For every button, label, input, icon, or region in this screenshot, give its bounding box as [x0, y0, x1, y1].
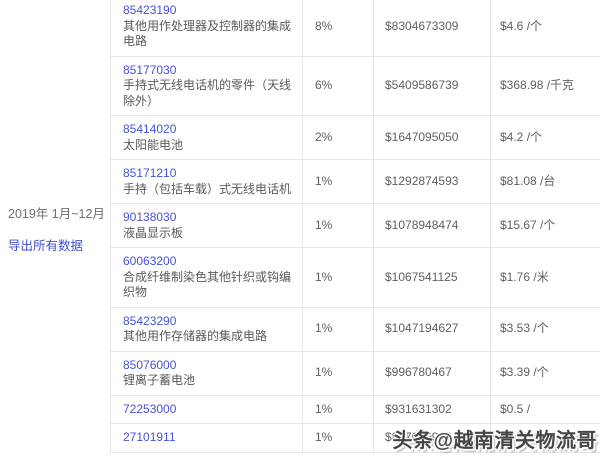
hs-description: 太阳能电池	[123, 137, 184, 152]
code-description-cell: 85423290 其他用作存储器的集成电路	[110, 307, 303, 352]
code-description-cell: 85414020 太阳能电池	[110, 115, 303, 160]
export-all-data-link[interactable]: 导出所有数据	[8, 239, 84, 253]
unit-price-cell: $4.2 /个	[490, 115, 600, 160]
hs-code-link[interactable]: 85171210	[123, 166, 177, 180]
code-description-cell: 85177030 手持式无线电话机的零件（天线除外）	[110, 56, 303, 116]
unit-price-cell: $3.39 /个	[490, 351, 600, 396]
unit-price-cell: $4.6 /个	[490, 0, 600, 57]
share-percent-cell: 1%	[302, 247, 374, 308]
trade-amount-cell: $996780467	[373, 351, 491, 396]
code-description-cell: 90138030 液晶显示板	[110, 203, 303, 248]
table-row: 85171210 手持（包括车载）式无线电话机 1% $1292874593 $…	[110, 159, 600, 204]
hs-table-body: 85423190 其他用作处理器及控制器的集成电路 8% $8304673309…	[110, 0, 600, 453]
table-row: 85076000 锂离子蓄电池 1% $996780467 $3.39 /个	[110, 351, 600, 396]
unit-price-cell: $368.98 /千克	[490, 56, 600, 116]
hs-code-link[interactable]: 85414020	[123, 122, 177, 136]
unit-price-cell: $3.53 /个	[490, 307, 600, 352]
trade-amount-cell: $1047194627	[373, 307, 491, 352]
hs-description: 锂离子蓄电池	[123, 373, 196, 387]
unit-price-cell: $81.08 /台	[490, 159, 600, 204]
table-row: 72253000 1% $931631302 $0.5 /	[110, 395, 600, 424]
code-description-cell: 72253000	[110, 395, 303, 424]
trade-amount-cell: $931631302	[373, 395, 491, 424]
share-percent-cell: 1%	[302, 159, 374, 204]
table-row: 85414020 太阳能电池 2% $1647095050 $4.2 /个	[110, 115, 600, 160]
trade-amount-cell: $1292874593	[373, 159, 491, 204]
hs-code-link[interactable]: 85423290	[123, 313, 177, 328]
trade-amount-cell: $1647095050	[373, 115, 491, 160]
table-row: 90138030 液晶显示板 1% $1078948474 $15.67 /个	[110, 203, 600, 248]
trade-amount-cell: $897026943	[373, 423, 491, 453]
hs-code-link[interactable]: 85423190	[123, 3, 177, 17]
share-percent-cell: 1%	[302, 203, 374, 248]
table-row: 85177030 手持式无线电话机的零件（天线除外） 6% $540958673…	[110, 56, 600, 116]
hs-code-link[interactable]: 85076000	[123, 357, 177, 372]
hs-description: 手持（包括车载）式无线电话机	[123, 181, 292, 196]
hs-description: 合成纤维制染色其他针织或钩编织物	[123, 269, 292, 300]
share-percent-cell: 2%	[302, 115, 374, 160]
hs-description: 液晶显示板	[123, 225, 184, 240]
trade-amount-cell: $8304673309	[373, 0, 491, 57]
share-percent-cell: 1%	[302, 307, 374, 352]
share-percent-cell: 1%	[302, 351, 374, 396]
hs-description: 其他用作存储器的集成电路	[123, 329, 268, 343]
code-description-cell: 60063200 合成纤维制染色其他针织或钩编织物	[110, 247, 303, 308]
trade-amount-cell: $5409586739	[373, 56, 491, 116]
code-description-cell: 27101911	[110, 423, 303, 453]
hs-code-table: 85423190 其他用作处理器及控制器的集成电路 8% $8304673309…	[110, 0, 600, 453]
code-description-cell: 85171210 手持（包括车载）式无线电话机	[110, 159, 303, 204]
hs-code-link[interactable]: 72253000	[123, 401, 177, 416]
unit-price-cell: $1.76 /米	[490, 247, 600, 308]
unit-price-cell: $0.53 /	[490, 423, 600, 453]
share-percent-cell: 6%	[302, 56, 374, 116]
hs-code-link[interactable]: 90138030	[123, 210, 177, 224]
table-row: 85423290 其他用作存储器的集成电路 1% $1047194627 $3.…	[110, 307, 600, 352]
table-row: 85423190 其他用作处理器及控制器的集成电路 8% $8304673309…	[110, 0, 600, 57]
hs-description: 手持式无线电话机的零件（天线除外）	[123, 78, 292, 108]
code-description-cell: 85423190 其他用作处理器及控制器的集成电路	[110, 0, 303, 57]
code-description-cell: 85076000 锂离子蓄电池	[110, 351, 303, 396]
share-percent-cell: 1%	[302, 423, 374, 453]
hs-description: 其他用作处理器及控制器的集成电路	[123, 18, 292, 49]
unit-price-cell: $0.5 /	[490, 395, 600, 424]
table-row: 27101911 1% $897026943 $0.53 /	[110, 423, 600, 453]
hs-code-link[interactable]: 27101911	[123, 430, 176, 444]
share-percent-cell: 8%	[302, 0, 374, 57]
trade-amount-cell: $1078948474	[373, 203, 491, 248]
unit-price-cell: $15.67 /个	[490, 203, 600, 248]
hs-code-link[interactable]: 60063200	[123, 254, 177, 268]
trade-amount-cell: $1067541125	[373, 247, 491, 308]
hs-code-link[interactable]: 85177030	[123, 62, 177, 77]
share-percent-cell: 1%	[302, 395, 374, 424]
period-label: 2019年 1月~12月	[8, 207, 105, 221]
table-row: 60063200 合成纤维制染色其他针织或钩编织物 1% $1067541125…	[110, 247, 600, 308]
